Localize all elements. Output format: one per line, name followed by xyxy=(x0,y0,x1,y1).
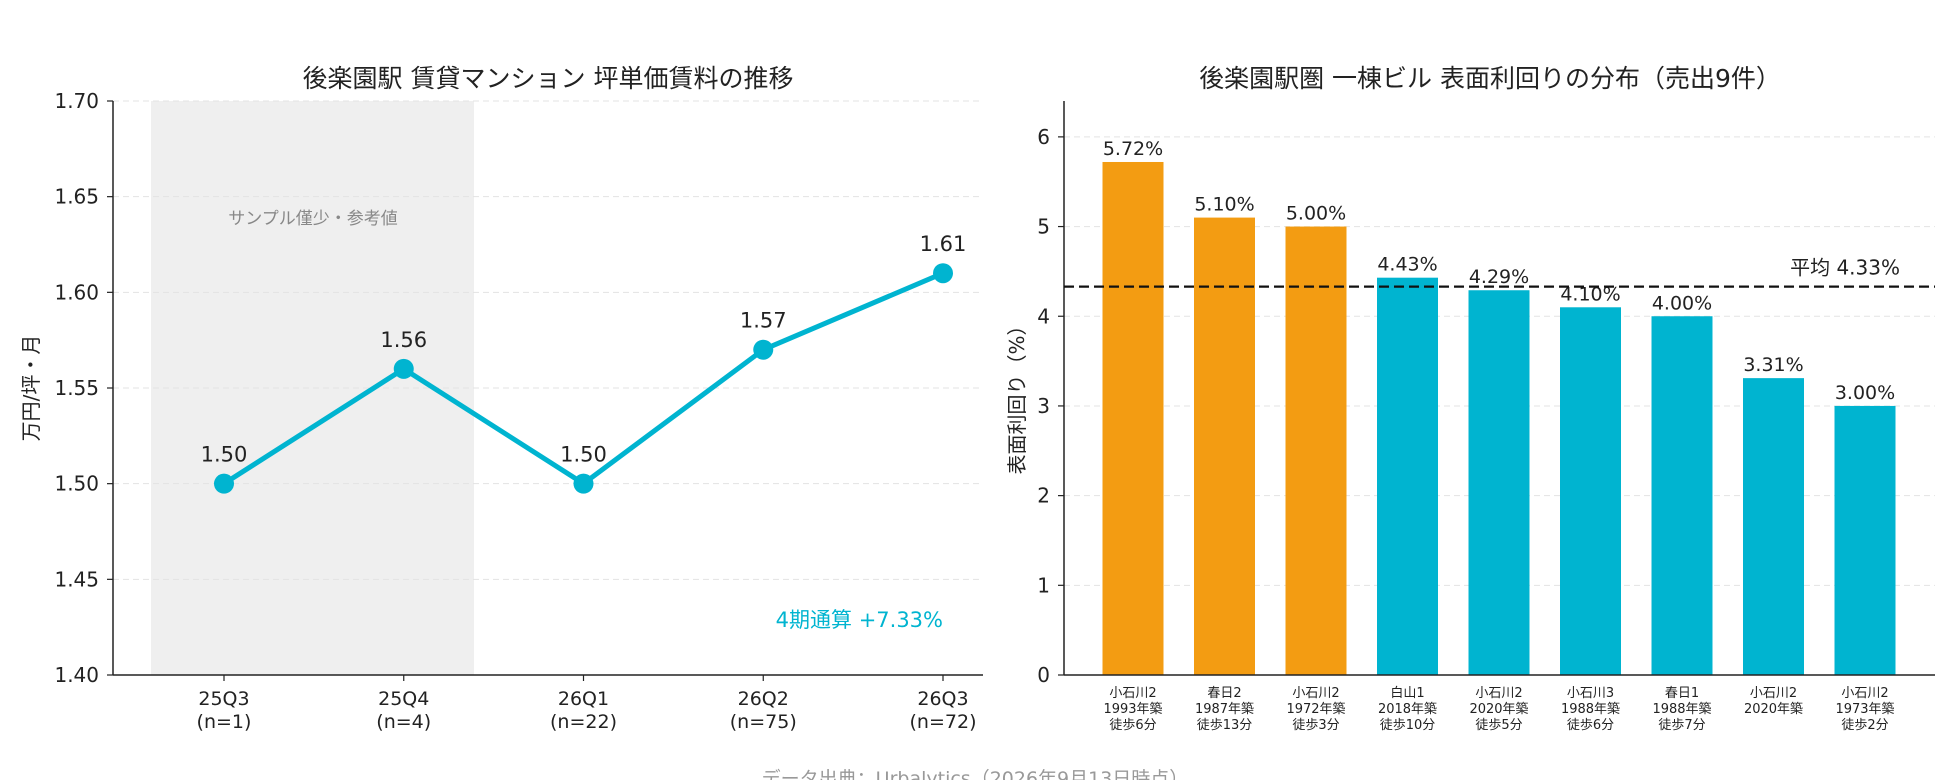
y-tick-label: 1.65 xyxy=(54,185,99,209)
y-axis-label: 表面利回り（%） xyxy=(1005,315,1029,474)
x-tick-label: (n=72) xyxy=(910,711,977,733)
data-label: 4.00% xyxy=(1652,292,1712,314)
y-tick-label: 1.70 xyxy=(54,89,99,113)
x-tick-label: 小石川3 xyxy=(1567,686,1614,701)
bar xyxy=(1194,217,1255,675)
y-tick-label: 2 xyxy=(1037,484,1050,508)
x-tick-label: (n=1) xyxy=(197,711,252,733)
data-label: 4.10% xyxy=(1560,283,1620,305)
data-label: 4.43% xyxy=(1377,254,1437,276)
chart-title: 後楽園駅 賃貸マンション 坪単価賃料の推移 xyxy=(303,64,794,93)
data-point xyxy=(573,473,594,494)
bar xyxy=(1560,307,1621,675)
bar xyxy=(1102,161,1164,676)
x-tick-label: 小石川2 xyxy=(1109,686,1156,701)
y-tick-label: 1.60 xyxy=(54,280,99,304)
data-label: 1.57 xyxy=(740,309,787,333)
data-point xyxy=(753,339,774,360)
data-point xyxy=(214,473,234,494)
x-tick-label: 1988年築 xyxy=(1652,702,1711,717)
data-point xyxy=(393,358,414,379)
y-tick-label: 1.55 xyxy=(54,376,99,400)
bar xyxy=(1285,226,1347,675)
bar xyxy=(1743,378,1804,675)
x-tick-label: 2020年築 xyxy=(1469,702,1528,717)
chart-title: 後楽園駅圏 一棟ビル 表面利回りの分布（売出9件） xyxy=(1199,64,1781,93)
source-footer: データ出典：Urbalytics（2026年9月13日時点） xyxy=(762,768,1189,780)
x-tick-label: 1993年築 xyxy=(1103,702,1162,717)
data-label: 1.56 xyxy=(380,328,427,352)
data-label: 3.00% xyxy=(1835,382,1895,404)
x-tick-label: 徒歩5分 xyxy=(1475,718,1522,733)
x-tick-label: 徒歩7分 xyxy=(1658,718,1705,733)
y-tick-label: 1.45 xyxy=(54,567,99,591)
data-label: 1.61 xyxy=(920,232,967,256)
x-tick-label: 1987年築 xyxy=(1195,702,1254,717)
y-tick-labels: 0 1 2 3 4 5 6 xyxy=(1037,125,1064,687)
y-tick-label: 6 xyxy=(1037,125,1050,149)
y-tick-labels: 1.40 1.45 1.50 1.55 1.60 1.65 1.70 xyxy=(54,89,113,687)
bars xyxy=(1102,161,1896,676)
x-tick-label: (n=75) xyxy=(730,711,797,733)
y-tick-label: 5 xyxy=(1037,215,1050,239)
bar-chart: 5.72% 5.10% 5.00% 4.43% 4.29% 4.10% 4.00% 3.31%… xyxy=(1005,64,1935,733)
x-tick-labels: 小石川21993年築徒歩6分春日21987年築徒歩13分小石川21972年築徒歩… xyxy=(1103,685,1894,733)
x-tick-label: (n=22) xyxy=(550,711,617,733)
y-axis-label: 万円/坪・月 xyxy=(19,335,43,442)
data-point xyxy=(933,263,953,284)
x-tick-label: 小石川2 xyxy=(1750,686,1797,701)
data-label: 5.72% xyxy=(1103,138,1163,160)
x-tick-label: 1988年築 xyxy=(1561,702,1620,717)
x-tick-label: 25Q3 xyxy=(198,688,249,710)
data-points xyxy=(214,263,953,494)
y-tick-label: 3 xyxy=(1037,394,1050,418)
x-tick-label: 徒歩13分 xyxy=(1197,718,1253,733)
y-tick-label: 4 xyxy=(1037,304,1050,328)
data-label: 1.50 xyxy=(560,443,607,467)
growth-annotation: 4期通算 +7.33% xyxy=(776,608,943,632)
y-tick-label: 1.40 xyxy=(54,663,99,687)
data-labels: 5.72% 5.10% 5.00% 4.43% 4.29% 4.10% 4.00% 3.31%… xyxy=(1103,138,1895,404)
x-tick-label: (n=4) xyxy=(376,711,431,733)
bar xyxy=(1834,405,1896,675)
x-tick-label: 26Q1 xyxy=(558,688,609,710)
data-label: 4.29% xyxy=(1469,266,1529,288)
y-tick-label: 1 xyxy=(1037,573,1050,597)
x-tick-label: 1973年築 xyxy=(1835,702,1894,717)
data-label: 5.10% xyxy=(1194,194,1254,216)
y-tick-label: 0 xyxy=(1037,663,1050,687)
data-label: 1.50 xyxy=(201,443,248,467)
line-chart: 1.401.451.501.551.601.651.70 25Q3(n=1)25… xyxy=(19,64,983,733)
x-tick-label: 徒歩10分 xyxy=(1380,718,1436,733)
x-tick-label: 25Q4 xyxy=(378,688,429,710)
x-tick-label: 徒歩3分 xyxy=(1292,718,1339,733)
x-tick-labels: 25Q3(n=1) 25Q4(n=4) 26Q1(n=22) 26Q2(n=75) 26… xyxy=(197,675,977,733)
x-tick-label: 26Q2 xyxy=(738,688,789,710)
bar xyxy=(1651,316,1713,675)
bar xyxy=(1468,290,1530,675)
x-tick-label: 春日2 xyxy=(1207,686,1241,701)
x-tick-label: 徒歩6分 xyxy=(1567,718,1614,733)
x-tick-label: 2018年築 xyxy=(1378,702,1437,717)
x-tick-label: 1972年築 xyxy=(1286,702,1345,717)
bar xyxy=(1377,277,1438,675)
x-tick-label: 徒歩2分 xyxy=(1841,718,1888,733)
x-tick-label: 小石川2 xyxy=(1475,686,1522,701)
data-label: 3.31% xyxy=(1743,354,1803,376)
x-tick-label: 小石川2 xyxy=(1292,686,1339,701)
data-label: 5.00% xyxy=(1286,203,1346,225)
average-label: 平均 4.33% xyxy=(1790,256,1900,280)
x-tick-label: 徒歩6分 xyxy=(1109,718,1156,733)
x-tick-label: 2020年築 xyxy=(1744,702,1803,717)
y-tick-label: 1.50 xyxy=(54,472,99,496)
x-tick-label: 小石川2 xyxy=(1841,686,1888,701)
data-labels: 1.50 1.56 1.50 1.57 1.61 xyxy=(201,232,967,466)
x-tick-label: 白山1 xyxy=(1390,685,1424,701)
x-tick-label: 春日1 xyxy=(1665,686,1699,701)
x-tick-label: 26Q3 xyxy=(917,688,968,710)
shaded-region-label: サンプル僅少・参考値 xyxy=(228,209,398,229)
